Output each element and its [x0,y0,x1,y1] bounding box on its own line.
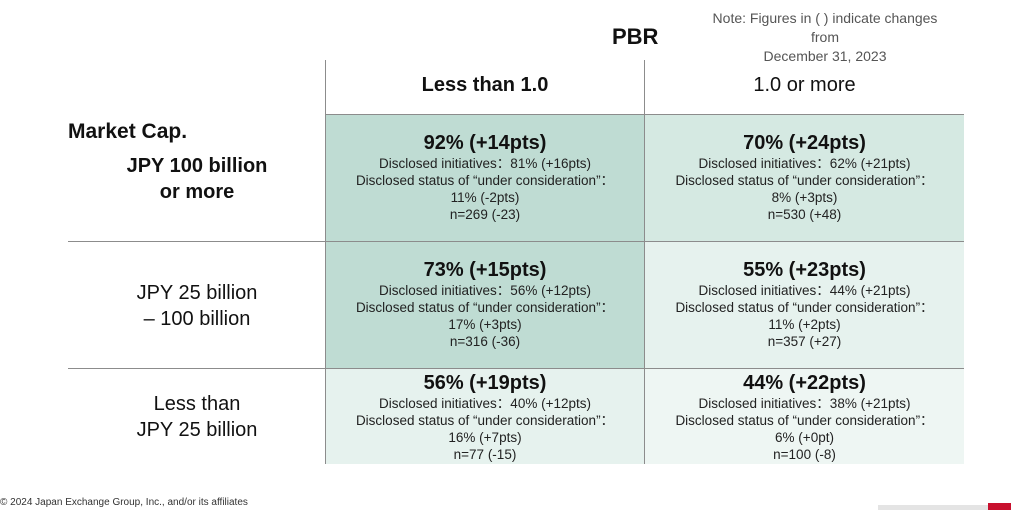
grid-vline-left [325,60,326,464]
corner-decoration-bar [878,505,988,510]
row-label-line: – 100 billion [143,308,251,330]
cell-disclosed-initiatives: Disclosed initiatives：44% (+21pts) [698,283,911,298]
cell-25b-100b-pbr-less-than-1: 73% (+15pts) Disclosed initiatives：56% (… [326,242,644,368]
cell-disclosed-initiatives: Disclosed initiatives：38% (+21pts) [698,396,911,411]
cell-under-consideration-value: 17% (+3pts) [448,317,522,332]
row-label-line: JPY 100 billion [126,155,268,177]
note-line-2: December 31, 2023 [763,48,887,64]
cell-under-consideration-label: Disclosed status of “under consideration… [355,413,615,428]
cell-sample-size: n=77 (-15) [453,447,517,462]
grid-hline-row1 [68,241,964,242]
cell-under-consideration-label: Disclosed status of “under consideration… [675,413,934,428]
row-label-line: or more [159,181,235,203]
cell-under-consideration-label: Disclosed status of “under consideration… [675,300,934,315]
cell-sample-size: n=530 (+48) [767,207,842,222]
note-text: Note: Figures in ( ) indicate changes fr… [700,9,950,66]
cell-headline: 92% (+14pts) [423,132,547,154]
market-cap-axis-label: Market Cap. [68,120,188,143]
cell-under-consideration-label: Disclosed status of “under consideration… [355,300,615,315]
cell-less-25b-pbr-less-than-1: 56% (+19pts) Disclosed initiatives：40% (… [326,369,644,464]
cell-under-consideration-value: 16% (+7pts) [448,430,522,445]
cell-sample-size: n=316 (-36) [449,334,521,349]
cell-sample-size: n=269 (-23) [449,207,521,222]
cell-100b-pbr-1-or-more: 70% (+24pts) Disclosed initiatives：62% (… [645,115,964,241]
copyright-footer: © 2024 Japan Exchange Group, Inc., and/o… [0,497,248,508]
cell-headline: 73% (+15pts) [423,259,547,281]
row-label-less-than-25b: Less than JPY 25 billion [68,391,326,443]
cell-disclosed-initiatives: Disclosed initiatives：56% (+12pts) [379,283,591,298]
cell-headline: 56% (+19pts) [423,372,547,394]
cell-headline: 70% (+24pts) [743,132,866,154]
cell-under-consideration-label: Disclosed status of “under consideration… [675,173,934,188]
cell-under-consideration-label: Disclosed status of “under consideration… [355,173,615,188]
row-label-line: JPY 25 billion [136,282,258,304]
grid-hline-row2 [68,368,964,369]
cell-100b-pbr-less-than-1: 92% (+14pts) Disclosed initiatives：81% (… [326,115,644,241]
cell-disclosed-initiatives: Disclosed initiatives：81% (+16pts) [379,156,591,171]
cell-sample-size: n=357 (+27) [767,334,842,349]
cell-under-consideration-value: 6% (+0pt) [775,430,834,445]
cell-disclosed-initiatives: Disclosed initiatives：40% (+12pts) [379,396,591,411]
note-line-1: Note: Figures in ( ) indicate changes fr… [712,10,938,45]
grid-hline-header [325,114,964,115]
cell-under-consideration-value: 11% (-2pts) [450,190,520,205]
row-label-line: Less than [153,393,241,415]
cell-25b-100b-pbr-1-or-more: 55% (+23pts) Disclosed initiatives：44% (… [645,242,964,368]
row-label-25b-100b: JPY 25 billion – 100 billion [68,280,326,332]
cell-headline: 44% (+22pts) [743,372,866,394]
cell-disclosed-initiatives: Disclosed initiatives：62% (+21pts) [698,156,911,171]
cell-under-consideration-value: 11% (+2pts) [768,317,841,332]
row-label-line: JPY 25 billion [136,419,258,441]
column-header-1-or-more: 1.0 or more [753,74,856,96]
cell-sample-size: n=100 (-8) [773,447,836,462]
pbr-axis-label: PBR [612,24,659,49]
row-label-100b-or-more: JPY 100 billion or more [68,153,326,205]
column-header-less-than-1: Less than 1.0 [421,74,549,96]
cell-under-consideration-value: 8% (+3pts) [771,190,838,205]
cell-less-25b-pbr-1-or-more: 44% (+22pts) Disclosed initiatives：38% (… [645,369,964,464]
grid-vline-middle [644,60,645,464]
corner-accent-mark [988,503,1011,510]
cell-headline: 55% (+23pts) [743,259,866,281]
